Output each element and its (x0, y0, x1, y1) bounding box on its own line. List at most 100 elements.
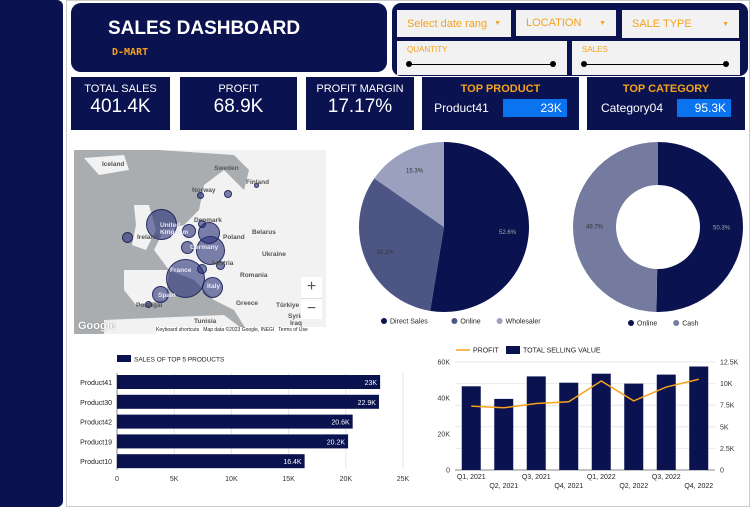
legend-item: Direct Sales (390, 319, 428, 326)
map-bubble[interactable] (197, 192, 204, 199)
sales-slider[interactable]: SALES (572, 41, 740, 75)
terms-link[interactable]: Terms of Use (278, 327, 308, 333)
kpi-label: TOP CATEGORY (622, 83, 710, 95)
map-bubble[interactable] (145, 301, 152, 308)
kpi-top-category: TOP CATEGORY Category04 95.3K (587, 77, 745, 130)
map-bubble[interactable] (152, 286, 169, 303)
map-bubble[interactable] (182, 224, 196, 238)
pie-slice-wholesaler[interactable] (374, 142, 444, 227)
bar-q1-2022[interactable] (591, 373, 611, 470)
date-range-dropdown[interactable]: Select date rang ▼ (397, 10, 511, 37)
legend-swatch (496, 318, 503, 324)
left-y-tick-label: 60K (438, 360, 451, 367)
category-label: Product41 (80, 380, 112, 387)
slice-label: 52.6% (499, 230, 517, 236)
quarterly-sales-chart: PROFIT TOTAL SELLING VALUE 0 2.5K 5K 7.5K 10K 1… (438, 346, 739, 490)
bar-q2-2021[interactable] (494, 398, 514, 470)
category-label: Product10 (80, 459, 112, 466)
x-tick-label: Q1, 2021 (457, 474, 486, 481)
slider-min-handle[interactable] (406, 61, 412, 67)
map-bubble[interactable] (216, 261, 225, 270)
kpi-profit: PROFIT 68.9K (180, 77, 297, 130)
slider-min-handle[interactable] (581, 61, 587, 67)
bar-q1-2021[interactable] (461, 386, 481, 470)
bar-q3-2022[interactable] (656, 374, 676, 470)
google-logo: Google (78, 320, 116, 332)
legend-label: PROFIT (473, 348, 499, 355)
brand-label: D-MART (112, 47, 149, 58)
map-label: Italy (207, 283, 221, 290)
map-bubble[interactable] (181, 241, 194, 254)
map-data-attribution: Map data ©2023 Google, INEGI (203, 327, 275, 333)
bar-q2-2022[interactable] (624, 383, 644, 470)
bar-product30[interactable] (117, 394, 379, 409)
bar-q4-2022[interactable] (689, 366, 709, 471)
keyboard-shortcuts-link[interactable]: Keyboard shortcuts (156, 327, 200, 333)
bar-product10[interactable] (117, 454, 305, 469)
dropdown-label: Select date rang (407, 17, 488, 30)
data-label: 16.4K (283, 459, 302, 466)
top-products-bar-chart: SALES OF TOP 5 PRODUCTS 0 5K 10K 15K 20K 25K Pr… (80, 355, 410, 483)
map-label: Romania (240, 272, 268, 279)
pie-slice-direct-sales[interactable] (430, 142, 530, 312)
dropdown-label: LOCATION (526, 17, 582, 29)
legend-label: TOTAL SELLING VALUE (523, 348, 601, 355)
slice-label: 49.7% (586, 224, 604, 230)
slice-label: 50.3% (713, 226, 731, 232)
zoom-out-button[interactable]: − (301, 298, 322, 319)
slider-max-handle[interactable] (723, 61, 729, 67)
data-label: 20.2K (327, 439, 346, 446)
data-label: 23K (365, 380, 378, 387)
x-tick-label: 25K (397, 476, 410, 483)
map-attribution-bar: Keyboard shortcuts Map data ©2023 Google… (156, 327, 326, 334)
map-label: Poland (223, 234, 245, 241)
bar-q3-2021[interactable] (526, 376, 546, 470)
x-tick-label: Q3, 2021 (522, 474, 551, 481)
kpi-value: 95.3K (677, 99, 732, 117)
map-label: Tunisia (194, 318, 217, 325)
location-dropdown[interactable]: LOCATION ▼ (516, 10, 616, 36)
pie-slice-cash[interactable] (573, 142, 658, 312)
bar-product41[interactable] (117, 375, 381, 389)
legend-item: Cash (682, 321, 698, 328)
kpi-top-product: TOP PRODUCT Product41 23K (422, 77, 579, 130)
map-label: Germany (190, 244, 219, 251)
slider-max-handle[interactable] (550, 61, 556, 67)
x-tick-label: 15K (282, 476, 295, 483)
map-bubble[interactable] (146, 209, 177, 240)
x-tick-label: 0 (115, 476, 119, 483)
map-bubble[interactable] (197, 264, 207, 274)
right-y-tick-label: 7.5K (720, 403, 735, 410)
sales-map[interactable]: Iceland Sweden Norway Finland Denmark Un… (74, 150, 326, 334)
bar-product19[interactable] (117, 434, 349, 449)
caret-down-icon: ▼ (599, 19, 606, 27)
donut-hole (616, 185, 700, 269)
data-label: 20.6K (331, 420, 350, 427)
map-bubble[interactable] (224, 190, 232, 198)
right-y-tick-label: 0 (720, 468, 724, 475)
map-label: Denmark (194, 217, 222, 224)
profit-line[interactable] (471, 378, 699, 409)
zoom-in-button[interactable]: + (301, 277, 322, 298)
map-label: Portugal (136, 302, 163, 309)
kpi-value: 23K (502, 99, 567, 117)
x-tick-label: 10K (225, 476, 238, 483)
legend-item: Wholesaler (506, 319, 542, 326)
bar-product42[interactable] (117, 414, 353, 429)
map-label: Sweden (214, 165, 239, 172)
left-y-tick-label: 0 (446, 468, 450, 475)
map-bubble[interactable] (202, 277, 223, 298)
map-bubble[interactable] (122, 232, 133, 243)
pie-slice-online[interactable] (359, 178, 444, 311)
bar-q4-2021[interactable] (559, 382, 579, 470)
sale-type-dropdown[interactable]: SALE TYPE ▼ (622, 10, 739, 38)
map-bubble[interactable] (254, 183, 259, 188)
legend-item: Online (637, 321, 657, 328)
quantity-slider[interactable]: QUANTITY (397, 41, 567, 75)
map-bubble[interactable] (198, 220, 206, 228)
slice-label: 32.1% (377, 250, 395, 256)
slice-label: 15.3% (406, 168, 424, 174)
kpi-profit-margin: PROFIT MARGIN 17.17% (306, 77, 414, 130)
legend-swatch (117, 355, 131, 362)
kpi-label: TOP PRODUCT (460, 83, 541, 95)
